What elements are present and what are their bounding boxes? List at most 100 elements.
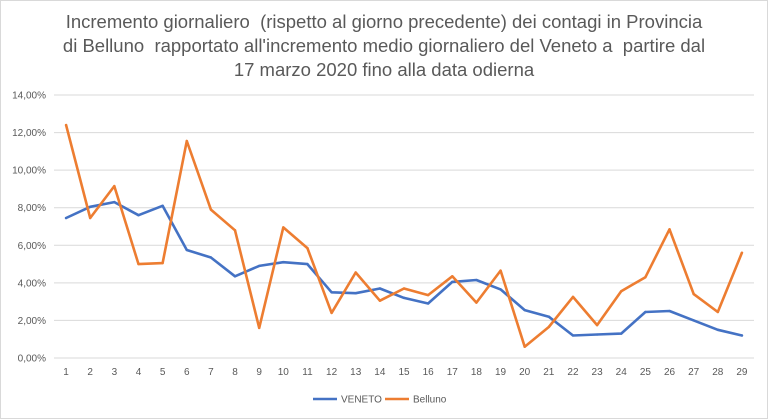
data-point	[668, 309, 671, 313]
legend-label-veneto: VENETO	[341, 395, 382, 406]
data-point	[306, 262, 309, 266]
data-point	[282, 226, 285, 229]
data-point	[402, 296, 406, 300]
data-point	[595, 323, 599, 327]
data-point	[451, 275, 454, 278]
x-axis-ticks: 1 2 3 4 5 6 7 8 9 10 11 12 13 14 15 16 17 18 19 20 21 22 23 24 2…	[63, 367, 748, 378]
data-point	[137, 214, 140, 217]
y-tick-label: 8,00%	[18, 203, 46, 214]
data-point	[426, 293, 430, 297]
data-point	[620, 290, 623, 293]
data-point	[426, 302, 430, 305]
x-tick-label: 25	[640, 367, 652, 378]
data-point	[233, 275, 237, 278]
y-tick-label: 14,00%	[12, 91, 46, 102]
series-lines	[64, 123, 744, 349]
data-point	[740, 251, 744, 254]
data-point	[209, 256, 213, 259]
y-tick-label: 2,00%	[18, 316, 46, 327]
data-point	[644, 310, 647, 314]
x-tick-label: 15	[398, 367, 410, 378]
x-tick-label: 21	[543, 367, 555, 378]
data-point	[330, 311, 333, 315]
data-point	[113, 200, 116, 204]
x-tick-label: 18	[471, 367, 483, 378]
data-point	[257, 264, 261, 268]
data-point	[257, 326, 261, 330]
data-point	[282, 260, 285, 264]
data-point	[89, 205, 92, 208]
data-point	[330, 291, 333, 294]
data-point	[402, 287, 406, 290]
x-tick-label: 5	[160, 367, 166, 378]
legend: VENETO Belluno	[313, 395, 447, 406]
data-point	[451, 280, 454, 284]
chart-title-line-2: di Belluno rapportato all'incremento med…	[62, 35, 706, 56]
data-point	[354, 271, 357, 274]
y-tick-label: 4,00%	[18, 278, 46, 289]
x-tick-label: 29	[736, 367, 748, 378]
data-point	[185, 248, 188, 252]
x-tick-label: 11	[302, 367, 313, 378]
x-tick-label: 12	[326, 367, 338, 378]
data-point	[716, 310, 719, 314]
x-tick-label: 20	[519, 367, 531, 378]
data-point	[716, 328, 719, 332]
x-tick-label: 6	[184, 367, 190, 378]
x-tick-label: 23	[592, 367, 604, 378]
data-point	[209, 208, 213, 211]
data-point	[233, 229, 237, 232]
x-tick-label: 1	[63, 367, 69, 378]
y-tick-label: 0,00%	[18, 354, 46, 365]
data-point	[475, 301, 478, 304]
data-point	[620, 332, 623, 335]
data-point	[571, 295, 575, 299]
y-tick-label: 6,00%	[18, 241, 46, 252]
x-tick-label: 8	[232, 367, 238, 378]
series-line-belluno	[64, 123, 744, 349]
data-point	[523, 345, 526, 348]
x-tick-label: 3	[112, 367, 118, 378]
data-point	[113, 184, 116, 188]
x-tick-label: 19	[495, 367, 507, 378]
data-point	[499, 269, 502, 272]
data-point	[595, 333, 599, 336]
x-tick-label: 24	[616, 367, 628, 378]
data-point	[692, 319, 695, 322]
data-point	[668, 228, 671, 231]
x-tick-label: 22	[567, 367, 579, 378]
data-point	[161, 204, 164, 208]
x-tick-label: 16	[423, 367, 435, 378]
x-tick-label: 17	[447, 367, 459, 378]
data-point	[523, 308, 526, 312]
x-tick-label: 13	[350, 367, 362, 378]
data-point	[644, 276, 647, 279]
data-point	[354, 291, 357, 295]
x-tick-label: 10	[278, 367, 290, 378]
data-point	[306, 246, 309, 250]
y-tick-label: 12,00%	[12, 128, 46, 139]
data-point	[692, 292, 695, 296]
x-tick-label: 2	[87, 367, 93, 378]
gridlines	[54, 94, 754, 359]
legend-label-belluno: Belluno	[413, 395, 447, 406]
x-tick-label: 26	[664, 367, 676, 378]
chart-title: Incremento giornaliero (rispetto al gior…	[0, 10, 768, 82]
data-point	[571, 334, 575, 337]
y-axis-ticks: 0,00% 2,00% 4,00% 6,00% 8,00% 10,00% 12,00% 14,…	[12, 91, 46, 365]
data-point	[475, 278, 478, 282]
x-tick-label: 27	[688, 367, 700, 378]
data-point	[547, 315, 551, 318]
series-line-veneto	[64, 200, 744, 337]
data-point	[185, 139, 188, 143]
data-point	[547, 325, 551, 329]
data-point	[161, 261, 164, 265]
data-point	[378, 287, 382, 290]
x-tick-label: 7	[208, 367, 214, 378]
data-point	[64, 216, 68, 220]
chart-title-line-1: Incremento giornaliero (rispetto al gior…	[65, 11, 703, 32]
data-point	[89, 216, 92, 220]
chart-title-line-3: 17 marzo 2020 fino alla data odierna	[233, 59, 535, 80]
data-point	[137, 262, 140, 266]
